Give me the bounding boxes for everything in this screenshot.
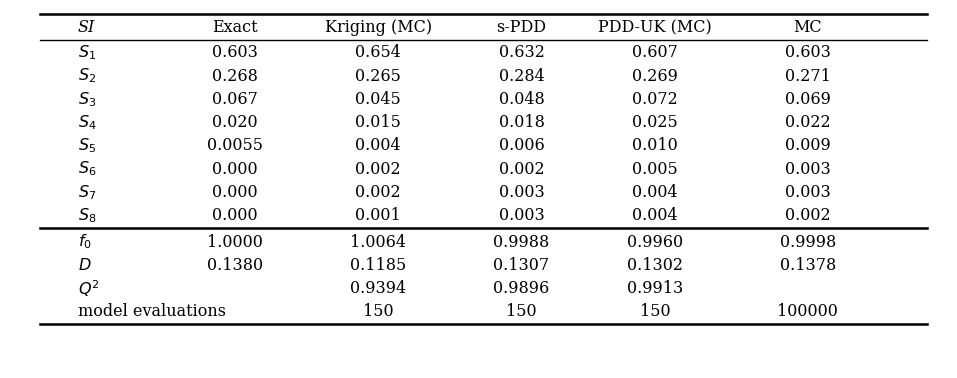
- Text: 0.002: 0.002: [785, 207, 831, 224]
- Text: 0.005: 0.005: [633, 161, 678, 178]
- Text: $S_1$: $S_1$: [78, 43, 96, 62]
- Text: 0.284: 0.284: [499, 68, 545, 85]
- Text: 0.603: 0.603: [785, 44, 831, 61]
- Text: 0.006: 0.006: [499, 137, 545, 154]
- Text: 0.010: 0.010: [633, 137, 678, 154]
- Text: 0.004: 0.004: [633, 184, 678, 201]
- Text: 0.271: 0.271: [785, 68, 831, 85]
- Text: 0.1380: 0.1380: [207, 257, 263, 274]
- Text: 0.003: 0.003: [785, 184, 831, 201]
- Text: 0.067: 0.067: [212, 91, 258, 108]
- Text: $S_6$: $S_6$: [78, 160, 97, 178]
- Text: MC: MC: [793, 19, 822, 36]
- Text: 0.607: 0.607: [632, 44, 678, 61]
- Text: 0.268: 0.268: [212, 68, 258, 85]
- Text: 0.003: 0.003: [785, 161, 831, 178]
- Text: 0.069: 0.069: [785, 91, 831, 108]
- Text: 0.1378: 0.1378: [780, 257, 835, 274]
- Text: 0.001: 0.001: [355, 207, 401, 224]
- Text: 0.000: 0.000: [212, 161, 258, 178]
- Text: $S_7$: $S_7$: [78, 183, 96, 202]
- Text: $S_2$: $S_2$: [78, 67, 96, 85]
- Text: SI: SI: [78, 19, 95, 36]
- Text: $f_0$: $f_0$: [78, 233, 92, 251]
- Text: model evaluations: model evaluations: [78, 304, 226, 321]
- Text: 0.1307: 0.1307: [494, 257, 549, 274]
- Text: 100000: 100000: [777, 304, 838, 321]
- Text: 0.003: 0.003: [499, 184, 545, 201]
- Text: 0.632: 0.632: [499, 44, 545, 61]
- Text: 0.654: 0.654: [355, 44, 401, 61]
- Text: 0.9913: 0.9913: [627, 280, 683, 297]
- Text: 0.1302: 0.1302: [627, 257, 683, 274]
- Text: 0.0055: 0.0055: [207, 137, 263, 154]
- Text: PDD-UK (MC): PDD-UK (MC): [598, 19, 712, 36]
- Text: 0.025: 0.025: [633, 114, 678, 131]
- Text: 0.9394: 0.9394: [350, 280, 407, 297]
- Text: 0.004: 0.004: [633, 207, 678, 224]
- Text: 0.1185: 0.1185: [350, 257, 407, 274]
- Text: 0.022: 0.022: [785, 114, 831, 131]
- Text: 0.000: 0.000: [212, 184, 258, 201]
- Text: 150: 150: [639, 304, 670, 321]
- Text: $S_3$: $S_3$: [78, 90, 96, 108]
- Text: 0.265: 0.265: [355, 68, 401, 85]
- Text: 0.045: 0.045: [355, 91, 401, 108]
- Text: $D$: $D$: [78, 257, 91, 274]
- Text: 0.9988: 0.9988: [493, 234, 549, 251]
- Text: 1.0064: 1.0064: [350, 234, 407, 251]
- Text: 0.072: 0.072: [633, 91, 678, 108]
- Text: 150: 150: [363, 304, 393, 321]
- Text: 0.003: 0.003: [499, 207, 545, 224]
- Text: 0.002: 0.002: [355, 184, 401, 201]
- Text: 1.0000: 1.0000: [208, 234, 263, 251]
- Text: $S_5$: $S_5$: [78, 136, 96, 155]
- Text: 0.002: 0.002: [499, 161, 545, 178]
- Text: Kriging (MC): Kriging (MC): [324, 19, 432, 36]
- Text: $S_8$: $S_8$: [78, 206, 97, 225]
- Text: 0.009: 0.009: [785, 137, 831, 154]
- Text: $S_4$: $S_4$: [78, 113, 97, 132]
- Text: 0.269: 0.269: [632, 68, 678, 85]
- Text: 0.015: 0.015: [355, 114, 401, 131]
- Text: 0.603: 0.603: [212, 44, 258, 61]
- Text: 0.000: 0.000: [212, 207, 258, 224]
- Text: 0.048: 0.048: [499, 91, 545, 108]
- Text: s-PDD: s-PDD: [497, 19, 546, 36]
- Text: 0.9998: 0.9998: [780, 234, 835, 251]
- Text: 0.9960: 0.9960: [627, 234, 683, 251]
- Text: 0.018: 0.018: [499, 114, 545, 131]
- Text: Exact: Exact: [212, 19, 258, 36]
- Text: 0.004: 0.004: [355, 137, 401, 154]
- Text: $Q^2$: $Q^2$: [78, 278, 100, 299]
- Text: 0.002: 0.002: [355, 161, 401, 178]
- Text: 0.9896: 0.9896: [493, 280, 549, 297]
- Text: 150: 150: [506, 304, 537, 321]
- Text: 0.020: 0.020: [212, 114, 258, 131]
